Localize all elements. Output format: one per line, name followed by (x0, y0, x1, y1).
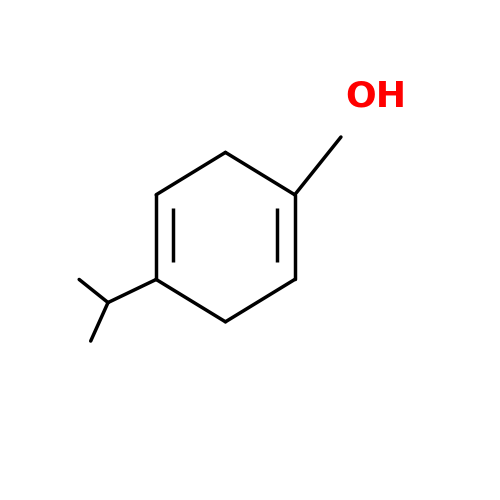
Text: OH: OH (345, 80, 406, 114)
